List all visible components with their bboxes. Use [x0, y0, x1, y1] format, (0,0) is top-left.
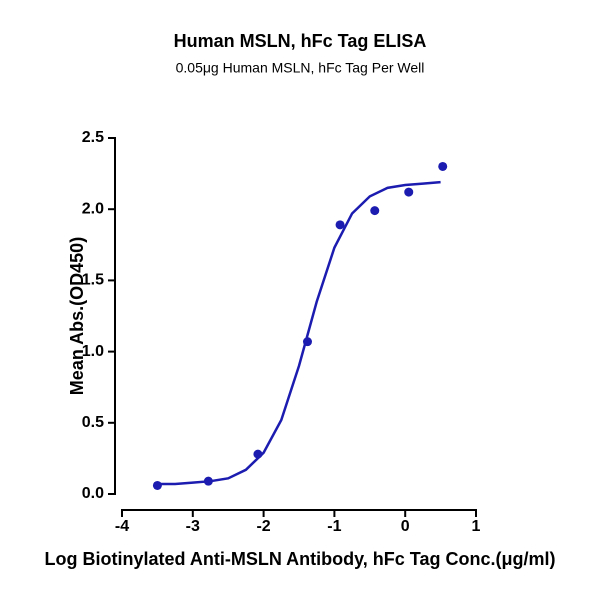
- x-axis-label: Log Biotinylated Anti-MSLN Antibody, hFc…: [45, 549, 556, 569]
- data-point: [152, 480, 162, 490]
- x-tick-label: -2: [256, 518, 270, 535]
- y-tick-label: 2.5: [82, 129, 104, 146]
- y-tick-label: 1.5: [82, 272, 104, 289]
- y-tick-label: 2.0: [82, 200, 104, 217]
- x-tick-label: -4: [115, 518, 129, 535]
- data-point: [335, 220, 345, 230]
- y-tick-label: 0.0: [82, 485, 104, 502]
- x-tick-label: 0: [401, 518, 410, 535]
- y-axis-label: Mean Abs.(OD450): [67, 237, 87, 395]
- data-point: [438, 161, 448, 171]
- data-point: [404, 187, 414, 197]
- data-point: [370, 206, 380, 216]
- y-tick-label: 0.5: [82, 414, 104, 431]
- x-tick-label: -1: [327, 518, 341, 535]
- x-tick-label: 1: [472, 518, 481, 535]
- fit-curve: [157, 180, 441, 486]
- x-tick-label: -3: [186, 518, 200, 535]
- chart-title: Human MSLN, hFc Tag ELISA: [174, 31, 427, 51]
- y-tick-label: 1.0: [82, 343, 104, 360]
- chart-subtitle: 0.05μg Human MSLN, hFc Tag Per Well: [176, 60, 425, 76]
